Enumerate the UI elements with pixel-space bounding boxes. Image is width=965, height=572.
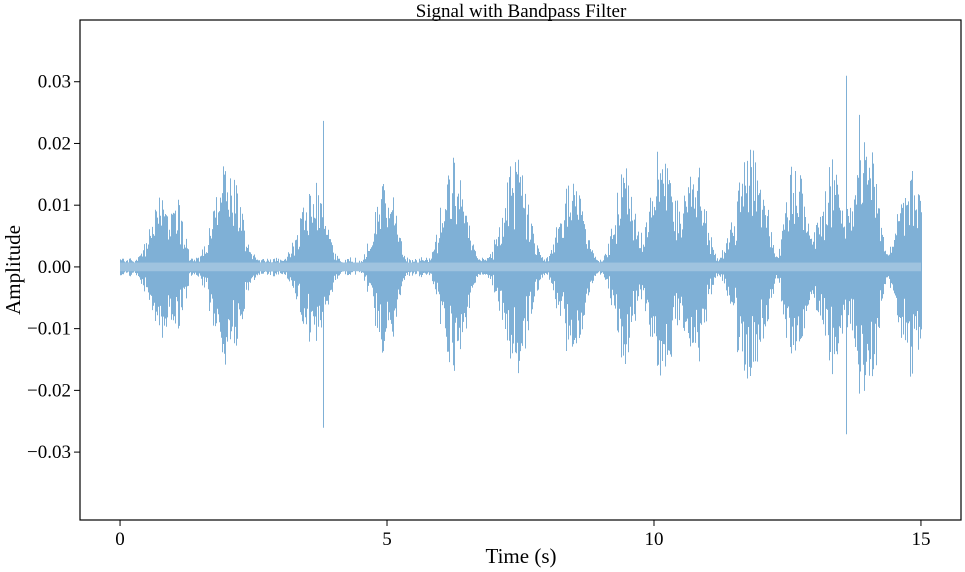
- signal-trace: [120, 75, 922, 435]
- y-tick-label: 0.00: [38, 257, 71, 278]
- y-axis-label: Amplitude: [1, 225, 25, 315]
- x-axis-label: Time (s): [486, 544, 557, 568]
- x-tick-label: 15: [911, 529, 930, 550]
- plot-area: [79, 19, 962, 521]
- x-tick-label: 10: [644, 529, 663, 550]
- x-axis: 0 5 10 15: [115, 520, 930, 550]
- y-tick-label: 0.02: [38, 133, 71, 154]
- plot-frame: [79, 19, 962, 521]
- y-axis: 0.03 0.02 0.01 0.00 −0.01 −0.02 −0.03: [27, 72, 80, 463]
- chart-title: Signal with Bandpass Filter: [416, 1, 627, 22]
- y-tick-label: −0.03: [27, 442, 71, 463]
- signal-core-band: [120, 262, 921, 272]
- y-tick-label: −0.02: [27, 380, 71, 401]
- x-tick-label: 0: [115, 529, 125, 550]
- y-tick-label: 0.01: [38, 195, 71, 216]
- signal-line: [120, 75, 922, 435]
- x-tick-label: 5: [382, 529, 392, 550]
- y-tick-label: −0.01: [27, 319, 71, 340]
- y-tick-label: 0.03: [38, 72, 71, 93]
